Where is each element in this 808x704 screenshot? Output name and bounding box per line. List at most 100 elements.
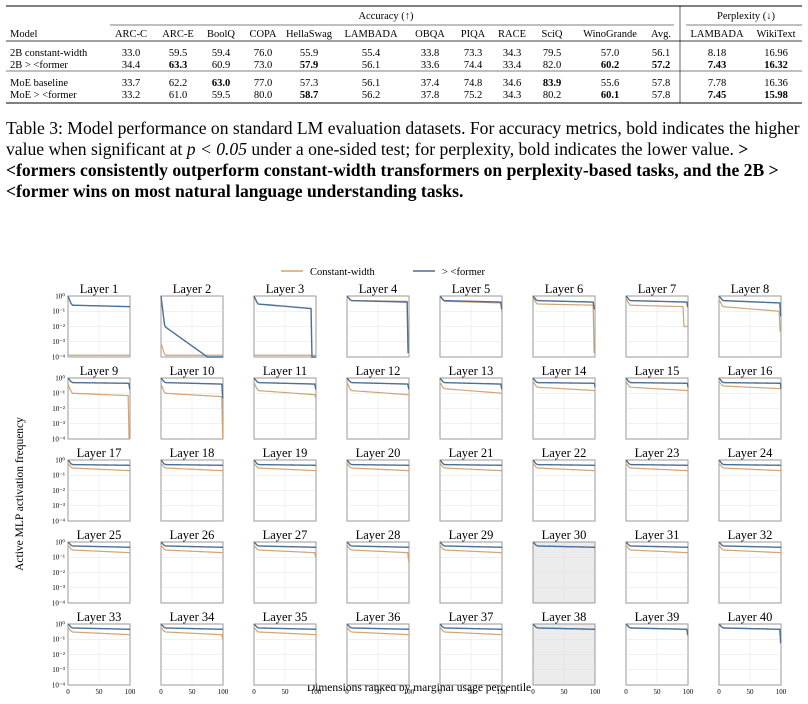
column-header: LAMBADA	[344, 29, 398, 40]
x-tick-label: 50	[189, 688, 197, 696]
table-cell: 55.9	[300, 48, 318, 59]
series-line-former	[346, 623, 410, 630]
y-tick-label: 10⁰	[55, 374, 65, 382]
x-tick-label: 50	[375, 688, 383, 696]
table-cell: 60.9	[212, 60, 230, 71]
layer-panel: Layer 1 10⁰ 10⁻¹ 10⁻² 10⁻³ 10⁻⁴	[52, 282, 131, 361]
series-line-constant-width	[439, 382, 503, 394]
series-line-former	[346, 459, 410, 466]
accuracy-group-header: Accuracy (↑)	[358, 11, 414, 22]
table-cell: 73.3	[464, 48, 482, 59]
x-tick-label: 50	[468, 688, 476, 696]
layer-panel: Layer 4	[346, 282, 410, 358]
layer-panel: Layer 31	[625, 528, 689, 604]
series-line-former	[253, 377, 317, 390]
column-header: HellaSwag	[286, 29, 333, 40]
table-cell: 57.0	[601, 48, 619, 59]
panel-title: Layer 8	[731, 282, 770, 296]
layer-panel: Layer 37 0 50 100	[438, 610, 508, 696]
table-cell: 55.4	[362, 48, 381, 59]
panel-title: Layer 12	[356, 364, 401, 378]
series-line-constant-width	[718, 545, 782, 554]
layer-panel: Layer 15	[625, 364, 689, 440]
panel-title: Layer 33	[77, 610, 122, 624]
table-cell: 76.0	[254, 48, 272, 59]
series-line-former	[718, 377, 782, 389]
panel-title: Layer 4	[359, 282, 398, 296]
series-line-constant-width	[67, 463, 131, 472]
column-header: RACE	[498, 29, 526, 40]
table-cell: 16.32	[764, 60, 788, 71]
column-header: Model	[10, 29, 37, 40]
table-cell: 33.7	[122, 78, 140, 89]
series-line-former	[439, 459, 503, 466]
table-cell: 33.2	[122, 90, 140, 101]
layer-panel: Layer 21	[439, 446, 503, 522]
series-line-constant-width	[625, 545, 689, 554]
y-tick-label: 10⁻⁴	[52, 435, 66, 443]
series-line-former	[625, 541, 689, 548]
x-tick-label: 50	[561, 688, 569, 696]
series-line-constant-width	[160, 383, 224, 440]
panel-title: Layer 21	[449, 446, 494, 460]
table-cell: 82.0	[543, 60, 561, 71]
panel-title: Layer 31	[635, 528, 680, 542]
y-tick-label: 10⁰	[55, 538, 65, 546]
results-table: Accuracy (↑) Perplexity (↓) Model ARC-C ARC-…	[6, 4, 802, 106]
series-line-former	[625, 459, 689, 466]
table-cell: 59.4	[212, 48, 231, 59]
series-line-former	[532, 459, 596, 466]
panel-title: Layer 25	[77, 528, 122, 542]
series-line-former	[532, 623, 596, 630]
activation-figure-svg: Constant-width > <former Active MLP activa…	[14, 267, 787, 696]
table-cell: 57.9	[300, 60, 318, 71]
y-tick-label: 10⁻¹	[52, 554, 65, 562]
panel-title: Layer 1	[80, 282, 119, 296]
column-header: COPA	[249, 29, 276, 40]
series-line-constant-width	[625, 463, 689, 472]
table-cell: 80.2	[543, 90, 561, 101]
panel-title: Layer 26	[170, 528, 215, 542]
layer-panel: Layer 32	[718, 528, 782, 604]
column-header: SciQ	[542, 29, 563, 40]
panel-title: Layer 39	[635, 610, 680, 624]
y-axis-title: Active MLP activation frequency	[14, 417, 26, 571]
series-line-constant-width	[439, 627, 503, 636]
x-tick-label: 0	[252, 688, 256, 696]
panel-title: Layer 15	[635, 364, 680, 378]
series-line-constant-width	[346, 463, 410, 472]
caption-mid: under a one-sided test; for perplexity, …	[247, 139, 739, 159]
y-tick-label: 10⁻²	[52, 651, 65, 659]
series-line-former	[160, 623, 224, 630]
table-cell: 60.2	[601, 60, 619, 71]
series-line-former	[160, 295, 223, 358]
table-cell: 55.6	[601, 78, 619, 89]
y-tick-label: 10⁻²	[52, 323, 65, 331]
layer-panel: Layer 17 10⁰ 10⁻¹ 10⁻² 10⁻³ 10⁻⁴	[52, 446, 131, 525]
table-cell: 56.1	[652, 48, 670, 59]
layer-panel: Layer 10	[160, 364, 224, 440]
column-header: LAMBADA	[690, 29, 744, 40]
x-tick-label: 0	[717, 688, 721, 696]
x-tick-label: 100	[497, 688, 508, 696]
table-cell: 58.7	[300, 90, 318, 101]
table-cell: 15.98	[764, 90, 788, 101]
legend-label-constant-width: Constant-width	[310, 267, 375, 278]
x-tick-label: 50	[654, 688, 662, 696]
series-line-former	[67, 295, 131, 308]
caption-math: p < 0.05	[186, 139, 248, 159]
y-tick-label: 10⁻²	[52, 405, 65, 413]
series-line-former	[718, 295, 782, 317]
y-tick-label: 10⁻¹	[52, 636, 65, 644]
layer-panel: Layer 25 10⁰ 10⁻¹ 10⁻² 10⁻³ 10⁻⁴	[52, 528, 131, 607]
layer-panel: Layer 12	[346, 364, 410, 440]
y-tick-label: 10⁻¹	[52, 472, 65, 480]
series-line-constant-width	[718, 381, 782, 390]
series-line-constant-width	[718, 463, 782, 472]
series-line-former	[346, 541, 410, 548]
series-line-former	[253, 459, 317, 466]
layer-panel: Layer 40 0 50 100	[717, 610, 787, 696]
series-line-constant-width	[253, 382, 317, 399]
results-table-grid: Accuracy (↑) Perplexity (↓) Model ARC-C ARC-…	[6, 5, 802, 104]
layer-panel: Layer 8	[718, 282, 782, 358]
